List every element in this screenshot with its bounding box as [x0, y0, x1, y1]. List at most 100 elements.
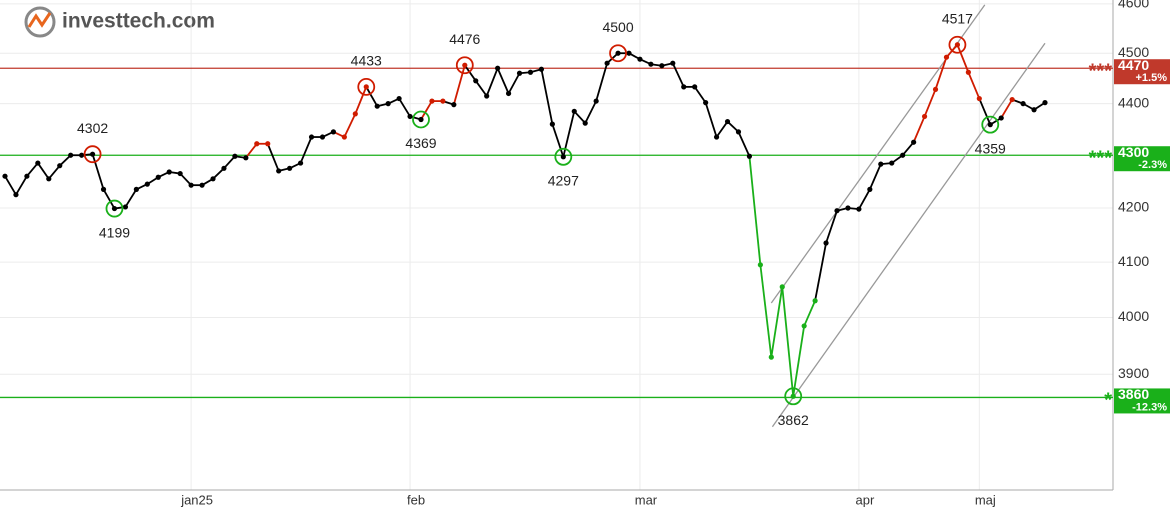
price-point — [276, 168, 282, 174]
price-point — [188, 182, 194, 188]
price-point — [429, 98, 435, 104]
price-point — [889, 160, 895, 166]
price-point — [527, 69, 534, 75]
price-point — [670, 60, 676, 66]
price-point — [943, 54, 950, 60]
price-point — [57, 163, 63, 169]
price-point — [462, 62, 468, 68]
price-point — [319, 134, 326, 140]
price-point — [867, 186, 873, 192]
price-segment — [595, 62, 608, 102]
price-point — [308, 134, 315, 140]
x-tick-label: apr — [855, 492, 874, 507]
x-tick-label: mar — [635, 492, 658, 507]
price-point — [210, 176, 216, 182]
y-tick-label: 4500 — [1118, 44, 1149, 60]
price-point — [265, 141, 271, 147]
y-tick-label: 4600 — [1118, 0, 1149, 11]
price-point — [735, 129, 742, 135]
price-point — [89, 151, 96, 157]
price-point — [582, 120, 588, 126]
price-segment — [48, 165, 61, 180]
price-segment — [573, 110, 586, 124]
price-point — [407, 113, 413, 120]
price-point — [111, 205, 118, 212]
price-point — [505, 90, 512, 97]
price-point — [900, 152, 906, 158]
price-point — [757, 262, 763, 268]
price-point — [177, 170, 183, 177]
price-point — [987, 122, 993, 128]
price-point — [166, 169, 172, 175]
price-segment — [1000, 99, 1013, 119]
price-segment — [704, 102, 718, 138]
price-point — [330, 129, 337, 135]
price-point — [998, 115, 1004, 121]
price-segment — [124, 188, 138, 208]
price-point — [779, 284, 785, 290]
price-point — [703, 100, 709, 106]
price-point — [254, 141, 260, 147]
level-marker: * — [1104, 390, 1112, 412]
price-point — [440, 98, 446, 104]
price-point — [637, 56, 643, 62]
price-point — [122, 204, 129, 210]
price-point — [571, 108, 577, 114]
annotation-circle — [948, 35, 967, 54]
annotation-circle — [554, 147, 573, 166]
annotation-circle — [981, 115, 1000, 134]
price-segment — [4, 175, 17, 196]
level-change: -12.3% — [1132, 401, 1167, 413]
price-segment — [759, 264, 773, 358]
price-segment — [245, 143, 258, 159]
y-tick-label: 3900 — [1118, 365, 1149, 381]
price-point — [484, 93, 490, 99]
price-segment — [26, 162, 39, 177]
price-point — [538, 66, 545, 72]
price-segment — [671, 62, 685, 88]
price-point — [713, 134, 720, 140]
price-point — [221, 165, 227, 171]
price-segment — [584, 100, 597, 124]
price-point — [801, 323, 807, 329]
x-tick-label: maj — [975, 492, 996, 507]
price-segment — [266, 143, 280, 172]
price-point — [13, 192, 19, 198]
price-point — [297, 160, 304, 166]
y-tick-label: 4000 — [1118, 308, 1149, 324]
price-segment — [923, 89, 937, 117]
price-point — [1020, 101, 1026, 107]
price-point — [1042, 100, 1048, 106]
price-segment — [551, 123, 565, 158]
annotation-label: 4199 — [99, 224, 130, 240]
price-point — [746, 153, 753, 159]
price-point — [965, 69, 971, 75]
price-segment — [869, 163, 882, 190]
price-point — [626, 50, 632, 56]
price-point — [681, 84, 687, 90]
price-point — [911, 139, 917, 145]
price-point — [549, 121, 555, 127]
price-segment — [540, 69, 554, 125]
price-point — [932, 86, 939, 93]
price-point — [243, 155, 249, 161]
price-point — [199, 182, 205, 188]
level-value: 4300 — [1118, 144, 1149, 160]
price-point — [615, 50, 621, 56]
annotation-label: 4517 — [942, 10, 973, 26]
annotation-circle — [455, 56, 474, 75]
price-segment — [496, 67, 510, 94]
price-segment — [365, 86, 378, 107]
price-segment — [420, 100, 433, 120]
price-segment — [343, 113, 357, 138]
price-point — [516, 70, 523, 76]
price-segment — [792, 325, 806, 397]
annotation-circle — [105, 199, 124, 218]
price-segment — [978, 98, 992, 125]
price-segment — [748, 156, 762, 265]
price-segment — [15, 175, 28, 196]
price-segment — [825, 210, 838, 244]
y-tick-label: 4200 — [1118, 199, 1149, 215]
price-segment — [715, 121, 729, 138]
